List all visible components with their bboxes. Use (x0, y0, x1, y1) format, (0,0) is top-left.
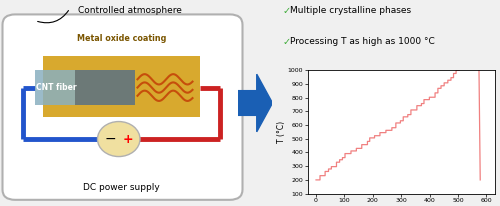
FancyBboxPatch shape (75, 70, 135, 105)
Text: ✓: ✓ (282, 6, 290, 16)
FancyBboxPatch shape (2, 14, 242, 200)
Text: DC power supply: DC power supply (83, 183, 160, 192)
FancyBboxPatch shape (35, 70, 135, 105)
Y-axis label: T (°C): T (°C) (278, 121, 286, 143)
Text: Controlled atmosphere: Controlled atmosphere (78, 6, 182, 15)
Text: −: − (104, 132, 116, 146)
Text: ✓: ✓ (282, 37, 290, 47)
Circle shape (98, 122, 140, 157)
Text: Processing T as high as 1000 °C: Processing T as high as 1000 °C (290, 37, 435, 46)
Text: +: + (122, 132, 133, 146)
FancyBboxPatch shape (42, 56, 200, 117)
Text: Multiple crystalline phases: Multiple crystalline phases (290, 6, 411, 15)
Text: CNT fiber: CNT fiber (36, 83, 76, 92)
Text: Metal oxide coating: Metal oxide coating (76, 34, 166, 43)
Polygon shape (238, 74, 272, 132)
